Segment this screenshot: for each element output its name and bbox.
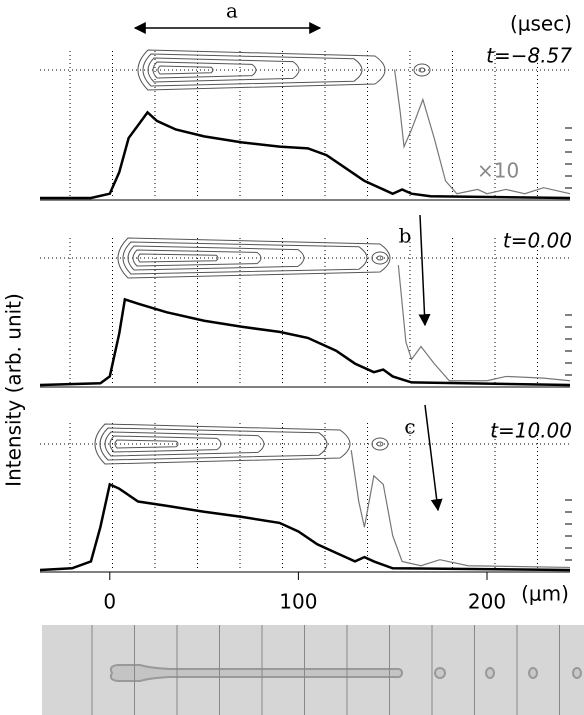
contour xyxy=(371,437,389,451)
y-axis-label: Intensity (arb. unit) xyxy=(2,293,26,487)
contour xyxy=(413,63,431,77)
contour xyxy=(371,251,389,265)
profile-line xyxy=(350,450,571,569)
contour xyxy=(376,441,384,447)
contour xyxy=(137,49,386,91)
scale-label: ×10 xyxy=(477,159,519,183)
contour xyxy=(418,67,426,73)
contour xyxy=(127,245,305,271)
profile-line xyxy=(39,482,571,572)
contour xyxy=(152,61,257,79)
annotation: c xyxy=(404,415,415,439)
annotation: a xyxy=(226,0,238,23)
profile-line xyxy=(40,110,571,200)
profile-line xyxy=(397,265,571,382)
x-tick-label: 200 xyxy=(468,590,506,614)
profile-line xyxy=(393,69,571,195)
x-tick-label: 0 xyxy=(103,590,116,614)
contour xyxy=(157,65,214,75)
annotation: b xyxy=(399,224,412,248)
arrow xyxy=(418,214,431,327)
contour xyxy=(117,237,391,279)
contour xyxy=(147,57,300,83)
panel-title: t=0.00 xyxy=(503,229,572,253)
contour xyxy=(137,253,219,263)
x-tick-label: 100 xyxy=(279,590,317,614)
x-axis-label: (μm) xyxy=(521,582,569,606)
contour xyxy=(109,435,222,453)
panel-title: t=10.00 xyxy=(490,419,572,443)
contour xyxy=(99,427,328,461)
contour xyxy=(94,423,351,465)
contour xyxy=(114,439,179,449)
panel-title: t=−8.57 xyxy=(486,44,572,68)
unit-label: (μsec) xyxy=(510,12,572,36)
contour xyxy=(376,255,384,261)
contour xyxy=(104,431,265,457)
profile-line xyxy=(39,297,571,387)
contour xyxy=(122,241,368,275)
arrow xyxy=(424,404,443,512)
contour xyxy=(142,53,363,87)
contour xyxy=(132,249,262,267)
photo-strip xyxy=(42,625,584,715)
